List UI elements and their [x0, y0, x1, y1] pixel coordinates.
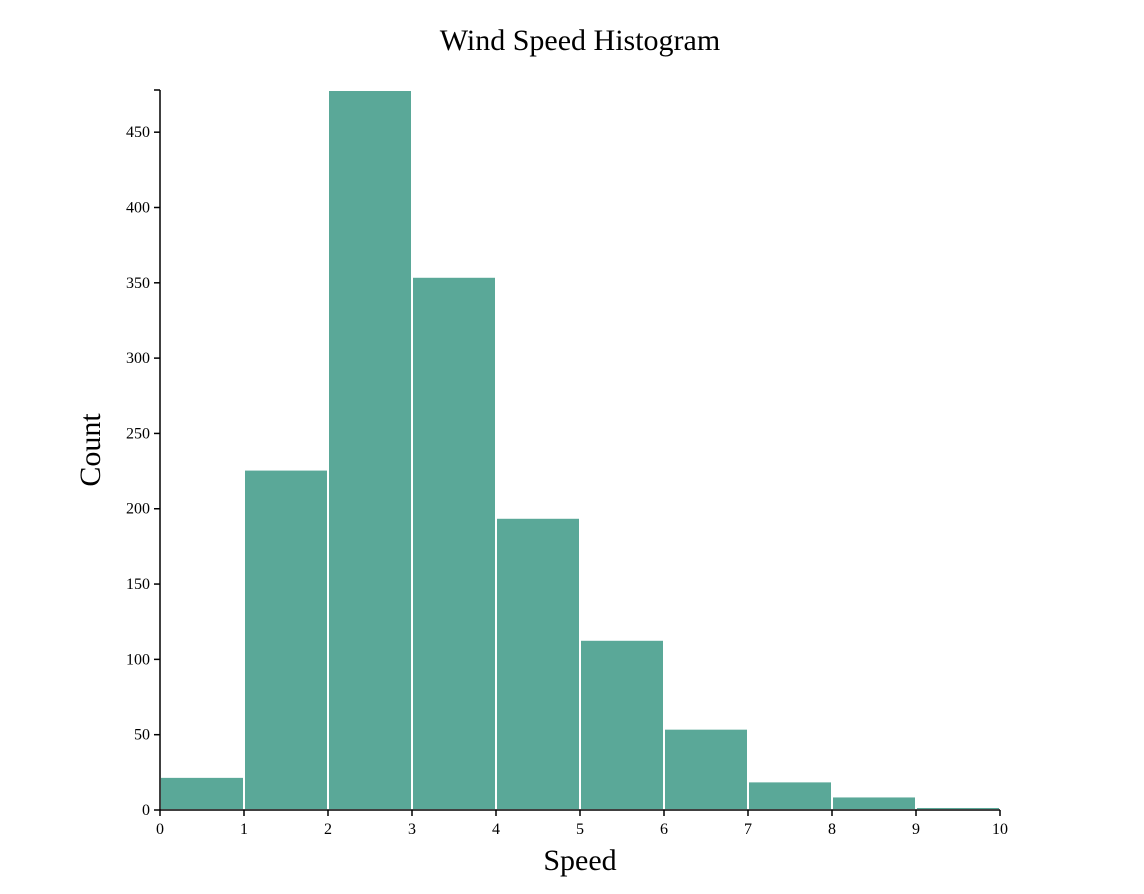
- x-tick-label: 10: [992, 821, 1008, 838]
- y-tick-label: 400: [126, 199, 150, 216]
- y-tick-label: 250: [126, 425, 150, 442]
- histogram-bar-1: [243, 468, 329, 811]
- histogram-bar-7: [747, 780, 833, 811]
- histogram-bar-3: [411, 275, 497, 811]
- y-tick-label: 300: [126, 350, 150, 367]
- x-tick-label: 5: [576, 821, 584, 838]
- histogram-bar-0: [159, 775, 245, 812]
- x-tick-label: 6: [660, 821, 668, 838]
- x-tick-label: 3: [408, 821, 416, 838]
- histogram-bar-6: [663, 727, 749, 811]
- histogram-bar-8: [831, 795, 917, 812]
- chart-title: Wind Speed Histogram: [440, 24, 720, 57]
- x-tick-label: 7: [744, 821, 752, 838]
- y-tick-label: 50: [134, 727, 150, 744]
- x-tick-label: 8: [828, 821, 836, 838]
- histogram-bar-4: [495, 516, 581, 811]
- y-axis-label: Count: [74, 413, 107, 487]
- y-tick-label: 0: [142, 802, 150, 819]
- y-tick-label: 100: [126, 651, 150, 668]
- x-tick-label: 9: [912, 821, 920, 838]
- x-tick-label: 4: [492, 821, 500, 838]
- bars-group: [159, 89, 1001, 812]
- histogram-bar-2: [327, 89, 413, 811]
- y-tick-label: 200: [126, 501, 150, 518]
- y-axis: 0 50 100 150 200 250 300 350 400 450: [126, 89, 161, 819]
- y-tick-label: 150: [126, 576, 150, 593]
- histogram-bar-5: [579, 638, 665, 811]
- x-axis-label: Speed: [543, 844, 616, 877]
- x-tick-label: 1: [240, 821, 248, 838]
- y-tick-label: 450: [126, 124, 150, 141]
- x-axis: 0 1 2 3 4 5 6 7 8 9 10: [156, 809, 1008, 838]
- y-tick-label: 350: [126, 275, 150, 292]
- x-tick-label: 2: [324, 821, 332, 838]
- x-tick-label: 0: [156, 821, 164, 838]
